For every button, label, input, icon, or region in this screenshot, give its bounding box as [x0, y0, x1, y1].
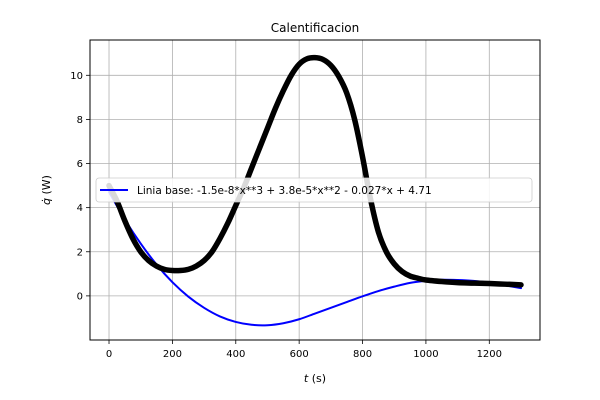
y-tick-label: 4	[77, 203, 83, 214]
y-axis-label: q̇ (W)	[40, 175, 53, 205]
series-line-measured	[106, 54, 524, 288]
y-tick-label: 10	[70, 71, 83, 82]
x-tick-label: 800	[353, 349, 372, 360]
y-tick-label: 6	[77, 159, 83, 170]
y-tick-label: 2	[77, 247, 83, 258]
x-tick-label: 200	[163, 349, 182, 360]
plot-frame	[89, 39, 541, 341]
x-tick-label: 400	[226, 349, 245, 360]
x-axis-label: t (s)	[304, 372, 326, 385]
x-tick-label: 600	[290, 349, 309, 360]
x-tick-label: 1000	[413, 349, 438, 360]
series-group	[106, 54, 524, 327]
legend-label-baseline: Linia base: -1.5e-8*x**3 + 3.8e-5*x**2 -…	[137, 185, 432, 197]
legend-box	[95, 177, 533, 203]
legend: Linia base: -1.5e-8*x**3 + 3.8e-5*x**2 -…	[95, 177, 533, 203]
chart-title: Calentificacion	[271, 21, 359, 35]
x-tick-label: 0	[106, 349, 112, 360]
y-tick-label: 0	[77, 291, 83, 302]
ticks: 0 200 400 600 800 1000 1200 0 2 4 6 8 10	[70, 71, 502, 360]
x-tick-label: 1200	[477, 349, 502, 360]
y-tick-label: 8	[77, 115, 83, 126]
